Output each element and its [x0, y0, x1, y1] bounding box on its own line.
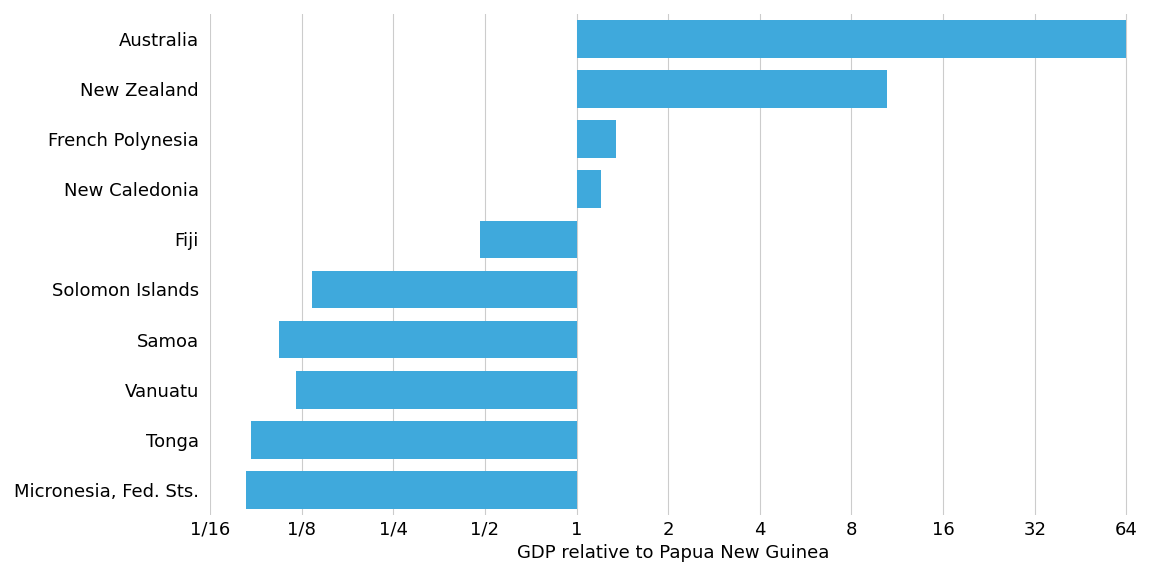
Bar [576, 120, 616, 158]
Bar [312, 271, 576, 308]
X-axis label: GDP relative to Papua New Guinea: GDP relative to Papua New Guinea [516, 544, 829, 562]
Bar [279, 321, 576, 358]
Bar [251, 421, 576, 458]
Bar [296, 371, 576, 408]
Bar [576, 20, 1127, 58]
Bar [245, 471, 576, 509]
Bar [479, 221, 576, 258]
Bar [576, 70, 887, 108]
Bar [576, 170, 600, 208]
